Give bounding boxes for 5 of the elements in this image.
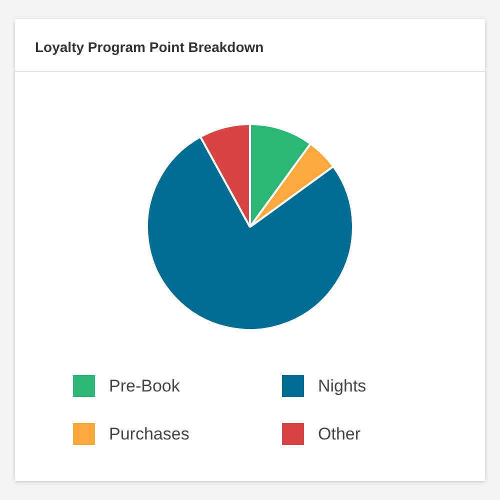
legend-label: Nights	[318, 376, 366, 396]
legend-label: Purchases	[109, 424, 190, 444]
legend-label: Other	[318, 424, 361, 444]
legend-label: Pre-Book	[109, 376, 180, 396]
chart-title: Loyalty Program Point Breakdown	[35, 38, 264, 57]
